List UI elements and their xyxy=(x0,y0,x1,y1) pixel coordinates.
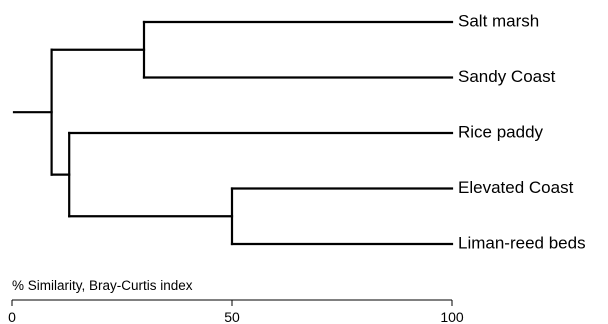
leaf-label: Sandy Coast xyxy=(458,67,556,86)
tick-label: 100 xyxy=(440,309,464,324)
leaf-label: Salt marsh xyxy=(458,11,539,30)
leaf-label: Elevated Coast xyxy=(458,178,574,197)
axis-ticks: 0 50 100 xyxy=(8,300,464,324)
similarity-axis: % Similarity, Bray-Curtis index 0 50 100 xyxy=(8,278,464,324)
axis-title: % Similarity, Bray-Curtis index xyxy=(12,278,193,293)
leaf-label: Liman-reed beds xyxy=(458,233,586,252)
leaf-label: Rice paddy xyxy=(458,122,544,141)
leaf-labels: Salt marsh Sandy Coast Rice paddy Elevated … xyxy=(458,11,586,252)
tick-label: 50 xyxy=(224,309,240,324)
dendrogram-branches xyxy=(12,20,454,246)
tick-label: 0 xyxy=(8,309,16,324)
